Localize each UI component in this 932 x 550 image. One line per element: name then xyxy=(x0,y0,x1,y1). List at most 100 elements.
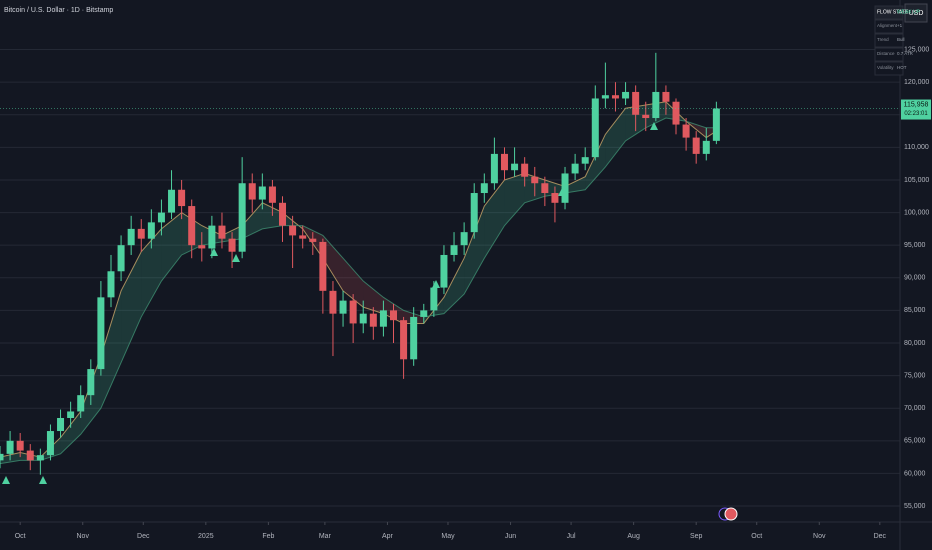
table-cell: Trend xyxy=(877,37,889,42)
x-tick-label: Oct xyxy=(15,533,26,540)
countdown: 02:23:01 xyxy=(904,111,928,117)
candle-body xyxy=(450,245,458,255)
signal-arrow xyxy=(432,280,440,288)
candle-body xyxy=(208,225,216,249)
candle-body xyxy=(511,163,519,171)
table-cell: WEAK UP xyxy=(897,9,921,15)
candle-body xyxy=(440,254,448,288)
x-tick-label: Aug xyxy=(627,533,640,540)
candle-body xyxy=(531,176,539,184)
last-price-label: 115,958 xyxy=(904,101,929,108)
table-cell: +1 xyxy=(897,23,903,28)
candle-body xyxy=(178,189,186,207)
candle-body xyxy=(289,225,297,236)
table-row xyxy=(874,5,904,20)
table-cell: Alignment xyxy=(877,23,898,28)
plot-area xyxy=(0,49,900,507)
candle-body xyxy=(117,245,125,272)
currency[interactable]: USD xyxy=(909,10,924,17)
x-tick-label: May xyxy=(441,533,455,540)
candle-body xyxy=(702,140,710,154)
candle-body xyxy=(168,189,176,213)
x-tick-label: Sep xyxy=(690,533,703,540)
table-cell: FLOW STATE xyxy=(877,9,909,15)
candle-body xyxy=(67,411,75,418)
table-cell: 0.7 ATR xyxy=(897,51,914,56)
ribbon-segment xyxy=(585,134,606,190)
candle-body xyxy=(137,228,145,239)
currency-box[interactable] xyxy=(904,3,928,23)
y-tick-label: 60,000 xyxy=(904,470,926,477)
candle-body xyxy=(107,271,115,298)
ribbon-segment xyxy=(60,411,81,454)
ribbon-segment xyxy=(322,235,344,291)
event-icon[interactable] xyxy=(724,507,738,521)
candle-body xyxy=(359,313,367,324)
ribbon-segment xyxy=(363,281,384,314)
x-tick-label: Oct xyxy=(751,533,762,540)
ribbon-segment xyxy=(343,258,364,308)
table-cell: Distance xyxy=(877,51,895,56)
candle-body xyxy=(36,455,44,461)
candle-body xyxy=(662,91,670,102)
candle-body xyxy=(561,173,569,203)
last-price-tag xyxy=(901,99,931,120)
candle-body xyxy=(6,440,14,454)
candle-body xyxy=(319,241,327,291)
candle-body xyxy=(490,153,498,184)
ribbon-segment xyxy=(504,173,525,226)
candle-body xyxy=(611,95,619,99)
table-cell: HOT xyxy=(897,65,907,70)
candle-body xyxy=(26,450,34,461)
table-row xyxy=(874,33,904,48)
candle-body xyxy=(299,235,307,239)
y-tick-label: 80,000 xyxy=(904,340,926,347)
x-tick-label: Feb xyxy=(262,533,274,540)
ribbon-segment xyxy=(141,228,162,317)
table-row xyxy=(874,61,904,76)
table-cell: Bull xyxy=(897,37,905,42)
candle-body xyxy=(258,186,266,200)
signal-arrow xyxy=(210,248,218,256)
candle-body xyxy=(379,310,387,327)
candle-body xyxy=(400,320,408,360)
event-icons[interactable] xyxy=(718,507,738,521)
y-tick-label: 85,000 xyxy=(904,307,926,314)
candle-body xyxy=(16,440,24,451)
signal-arrow xyxy=(650,122,658,130)
signal-arrow xyxy=(558,188,566,196)
candle-body xyxy=(87,369,95,396)
candle-body xyxy=(77,395,85,412)
ribbon-segment xyxy=(605,108,626,167)
candle-body xyxy=(500,153,508,171)
candle-body xyxy=(198,245,206,249)
candle-body xyxy=(147,222,155,239)
y-tick-label: 90,000 xyxy=(904,275,926,282)
candle-body xyxy=(521,163,529,177)
candle-body xyxy=(339,300,347,314)
ribbon-segment xyxy=(464,206,485,295)
candle-body xyxy=(188,206,196,246)
ribbon-segment xyxy=(100,290,122,409)
x-tick-label: Nov xyxy=(813,533,826,540)
candle-body xyxy=(248,183,256,200)
signals xyxy=(2,122,658,484)
x-tick-label: Nov xyxy=(77,533,90,540)
candle-body xyxy=(551,193,559,203)
candle-body xyxy=(218,225,226,239)
y-tick-label: 120,000 xyxy=(904,79,929,86)
candle-body xyxy=(279,202,287,226)
y-tick-label: 105,000 xyxy=(904,177,929,184)
candle-body xyxy=(460,232,468,246)
signal-arrow xyxy=(2,476,10,484)
x-tick-label: 2025 xyxy=(198,533,214,540)
candle-body xyxy=(268,186,276,203)
candle-body xyxy=(642,114,650,119)
ribbon-segment xyxy=(443,258,465,314)
slow-line xyxy=(0,117,717,465)
y-tick-label: 100,000 xyxy=(904,209,929,216)
x-tick-label: Jun xyxy=(505,533,516,540)
